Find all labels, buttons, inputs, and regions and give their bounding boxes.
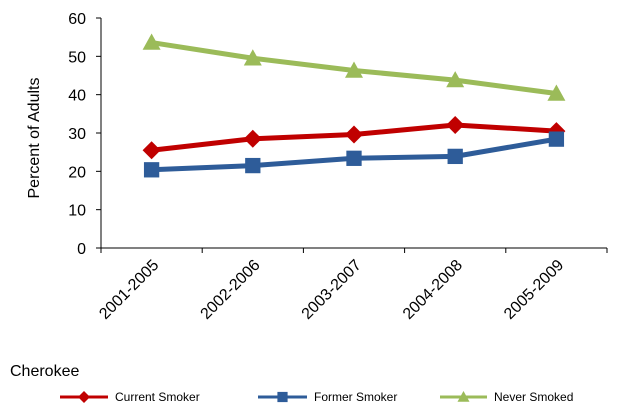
legend-swatch-marker: [277, 391, 288, 403]
y-tick-label: 20: [68, 164, 86, 181]
legend: Current Smoker Former Smoker Never Smoked: [60, 390, 573, 404]
y-tick-label: 30: [68, 126, 86, 143]
legend-item: Never Smoked: [440, 390, 573, 404]
y-tick-group: 0 10 20 30 40 50 60: [68, 11, 101, 258]
data-point-marker: [142, 33, 161, 50]
data-point-marker: [142, 141, 161, 160]
x-tick-label: 2002-2006: [198, 257, 264, 323]
legend-label: Former Smoker: [314, 390, 397, 404]
x-tick-label: 2005-2009: [501, 257, 567, 323]
data-point-marker: [447, 148, 463, 165]
x-tick-label: 2003-2007: [299, 257, 365, 323]
data-point-marker: [346, 150, 362, 166]
legend-swatch-marker: [78, 391, 90, 403]
data-point-marker: [446, 115, 465, 134]
y-tick-label: 50: [68, 49, 86, 66]
y-tick-label: 10: [68, 203, 86, 220]
data-point-marker: [548, 131, 565, 147]
legend-item: Former Smoker: [258, 390, 397, 404]
x-tick-label: 2001-2005: [96, 257, 162, 323]
data-point-marker: [245, 157, 261, 174]
y-tick-label: 40: [68, 88, 86, 105]
legend-label: Never Smoked: [494, 390, 573, 404]
y-tick-label: 0: [77, 241, 86, 258]
series-group: [142, 33, 566, 178]
legend-swatch-marker: [457, 391, 470, 402]
data-point-marker: [143, 162, 160, 178]
data-point-marker: [345, 61, 363, 78]
y-axis-title: Percent of Adults: [26, 78, 43, 199]
x-tick-group: 2001-2005 2002-2006 2003-2007 2004-2008 2005…: [96, 248, 608, 323]
chart-caption: Cherokee: [10, 363, 79, 380]
legend-label: Current Smoker: [115, 390, 200, 404]
series-never-smoked: [142, 33, 566, 101]
x-tick-label: 2004-2008: [400, 257, 466, 323]
data-point-marker: [243, 49, 262, 66]
data-point-marker: [345, 125, 363, 144]
legend-item: Current Smoker: [60, 390, 200, 404]
data-point-marker: [446, 71, 465, 88]
data-point-marker: [547, 84, 566, 101]
series-former-smoker: [143, 131, 565, 178]
y-tick-label: 60: [68, 11, 86, 28]
data-point-marker: [243, 129, 262, 148]
